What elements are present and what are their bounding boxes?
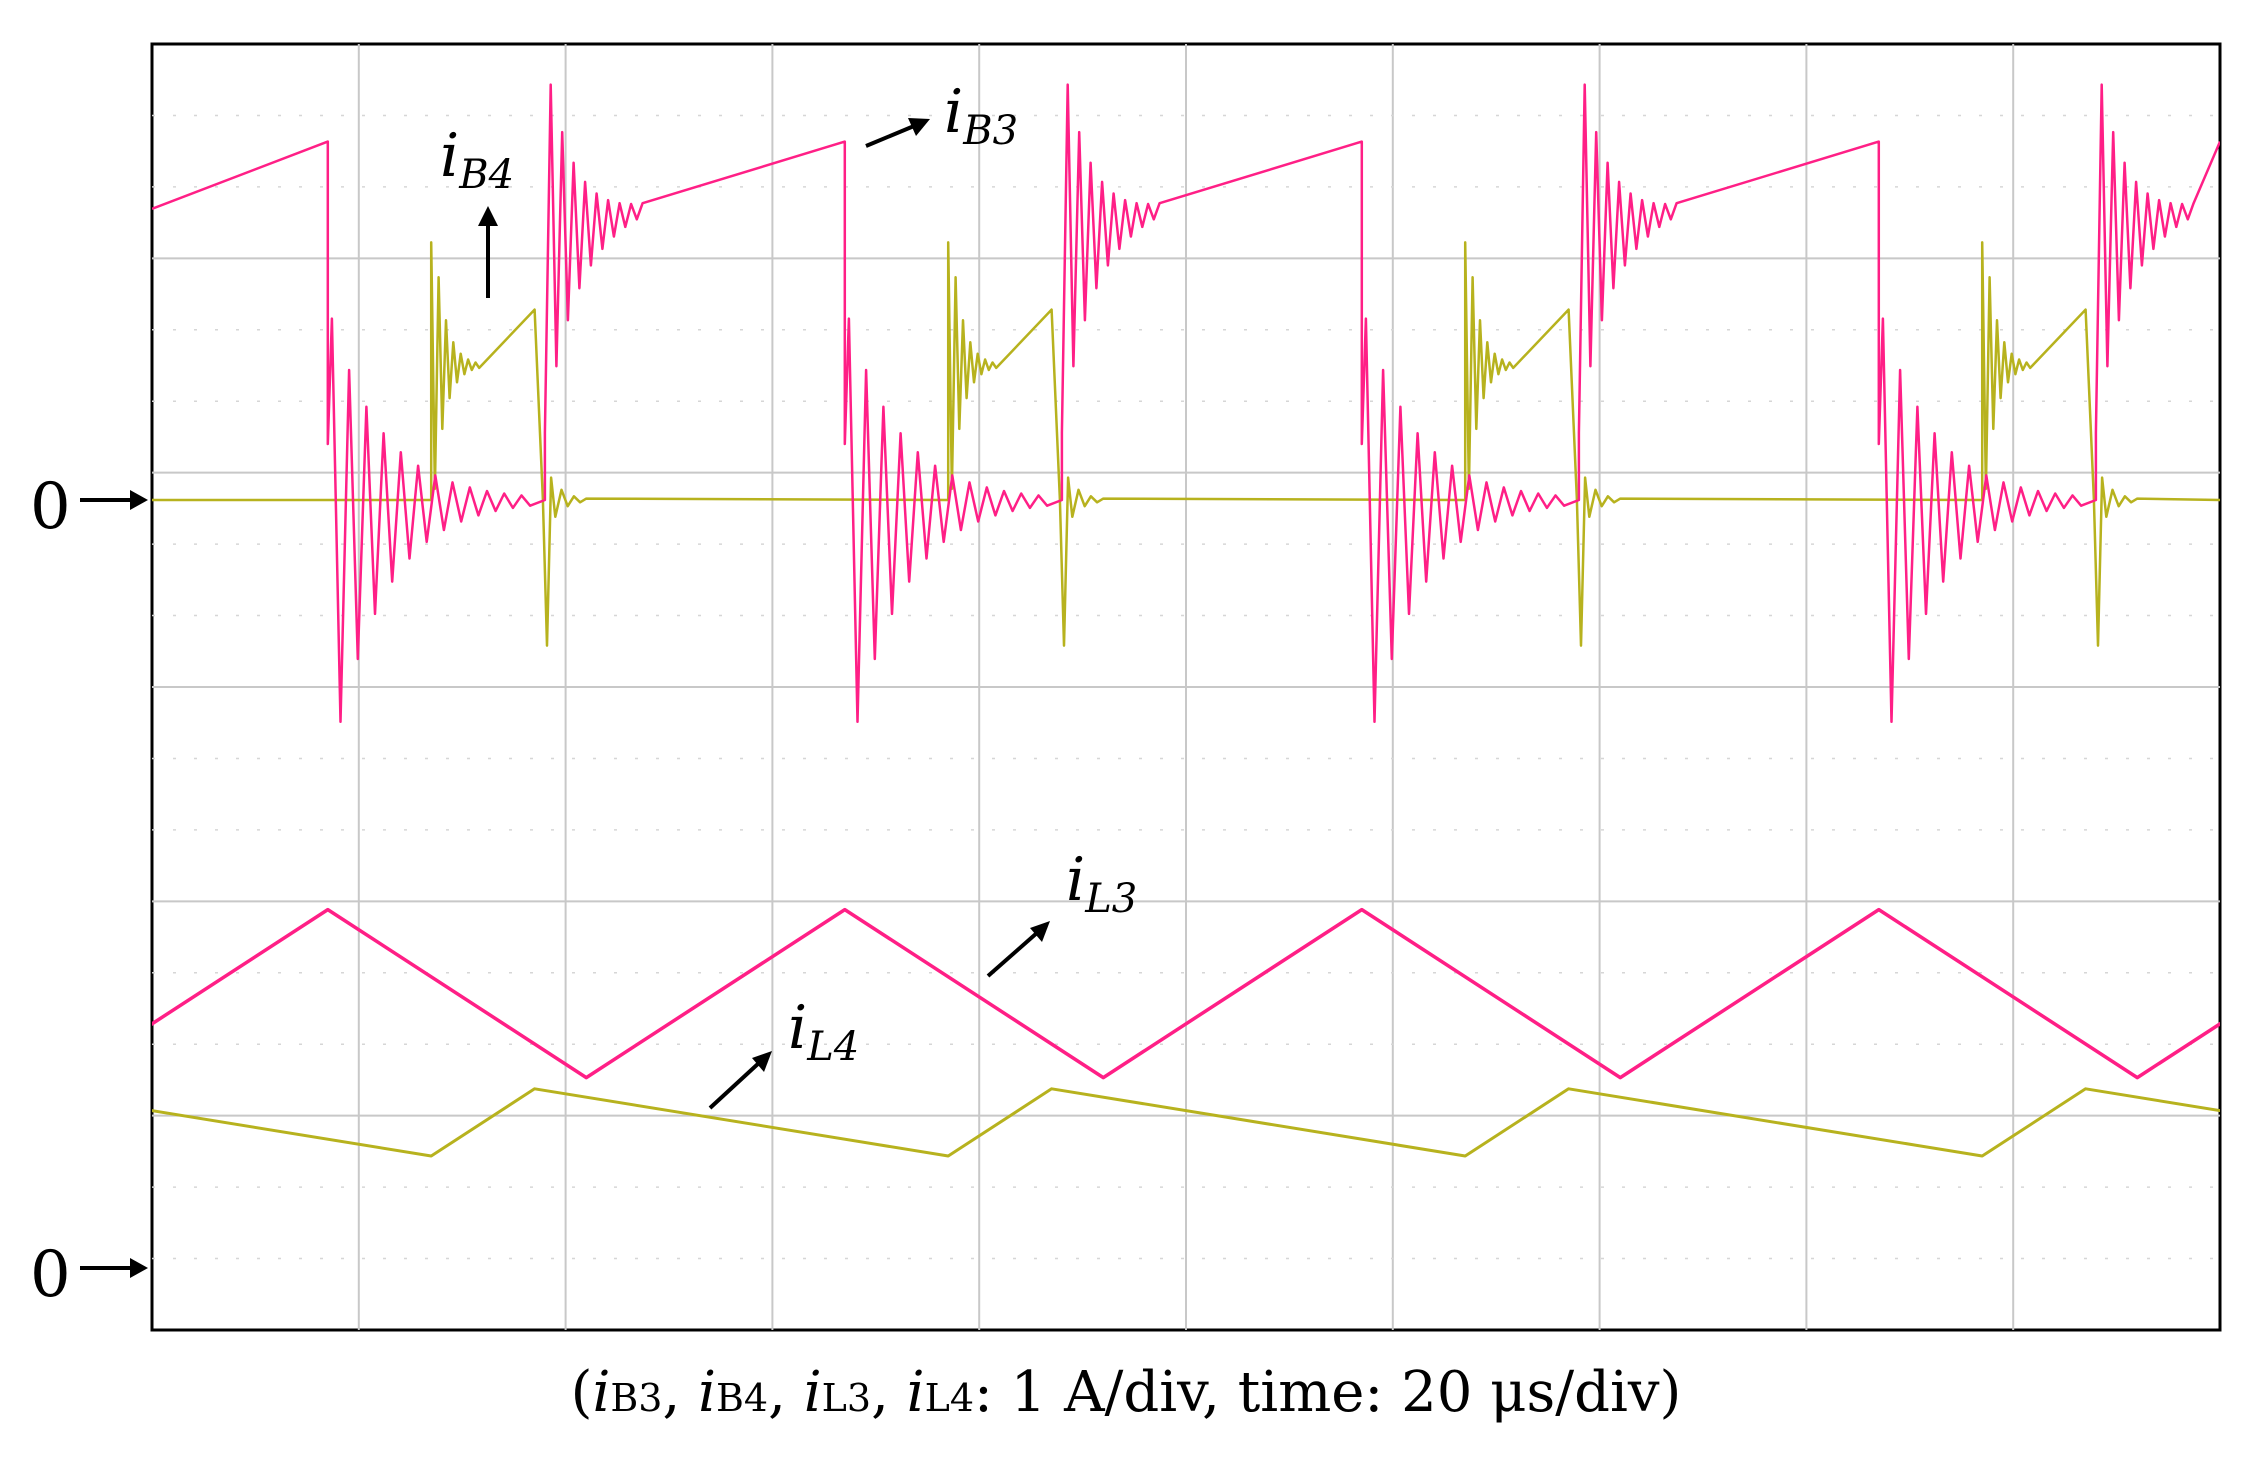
zero-marker-top: 0 — [30, 470, 71, 544]
arrow-iL4-icon — [708, 1051, 772, 1110]
trace-iL4 — [152, 1087, 2220, 1158]
zero-arrow-top-icon — [80, 490, 148, 510]
label-iL3: iL3 — [1066, 845, 1137, 922]
label-iL4: iL4 — [788, 993, 859, 1070]
trace-iL3 — [152, 907, 2220, 1080]
label-iB3: iB3 — [944, 77, 1018, 154]
trace-iB3 — [152, 83, 2220, 724]
arrow-iL3-icon — [986, 921, 1050, 978]
zero-arrow-bottom-icon — [80, 1258, 148, 1278]
trace-iB4 — [152, 241, 2220, 647]
grid — [152, 44, 2220, 1330]
arrow-iB3-icon — [865, 118, 930, 148]
label-iB4: iB4 — [440, 121, 514, 198]
figure-caption: (iB3, iB4, iL3, iL4: 1 A/div, time: 20 μ… — [570, 1360, 1682, 1425]
arrow-iB4-icon — [478, 206, 498, 298]
zero-marker-bottom: 0 — [30, 1238, 71, 1312]
traces — [152, 83, 2220, 1158]
